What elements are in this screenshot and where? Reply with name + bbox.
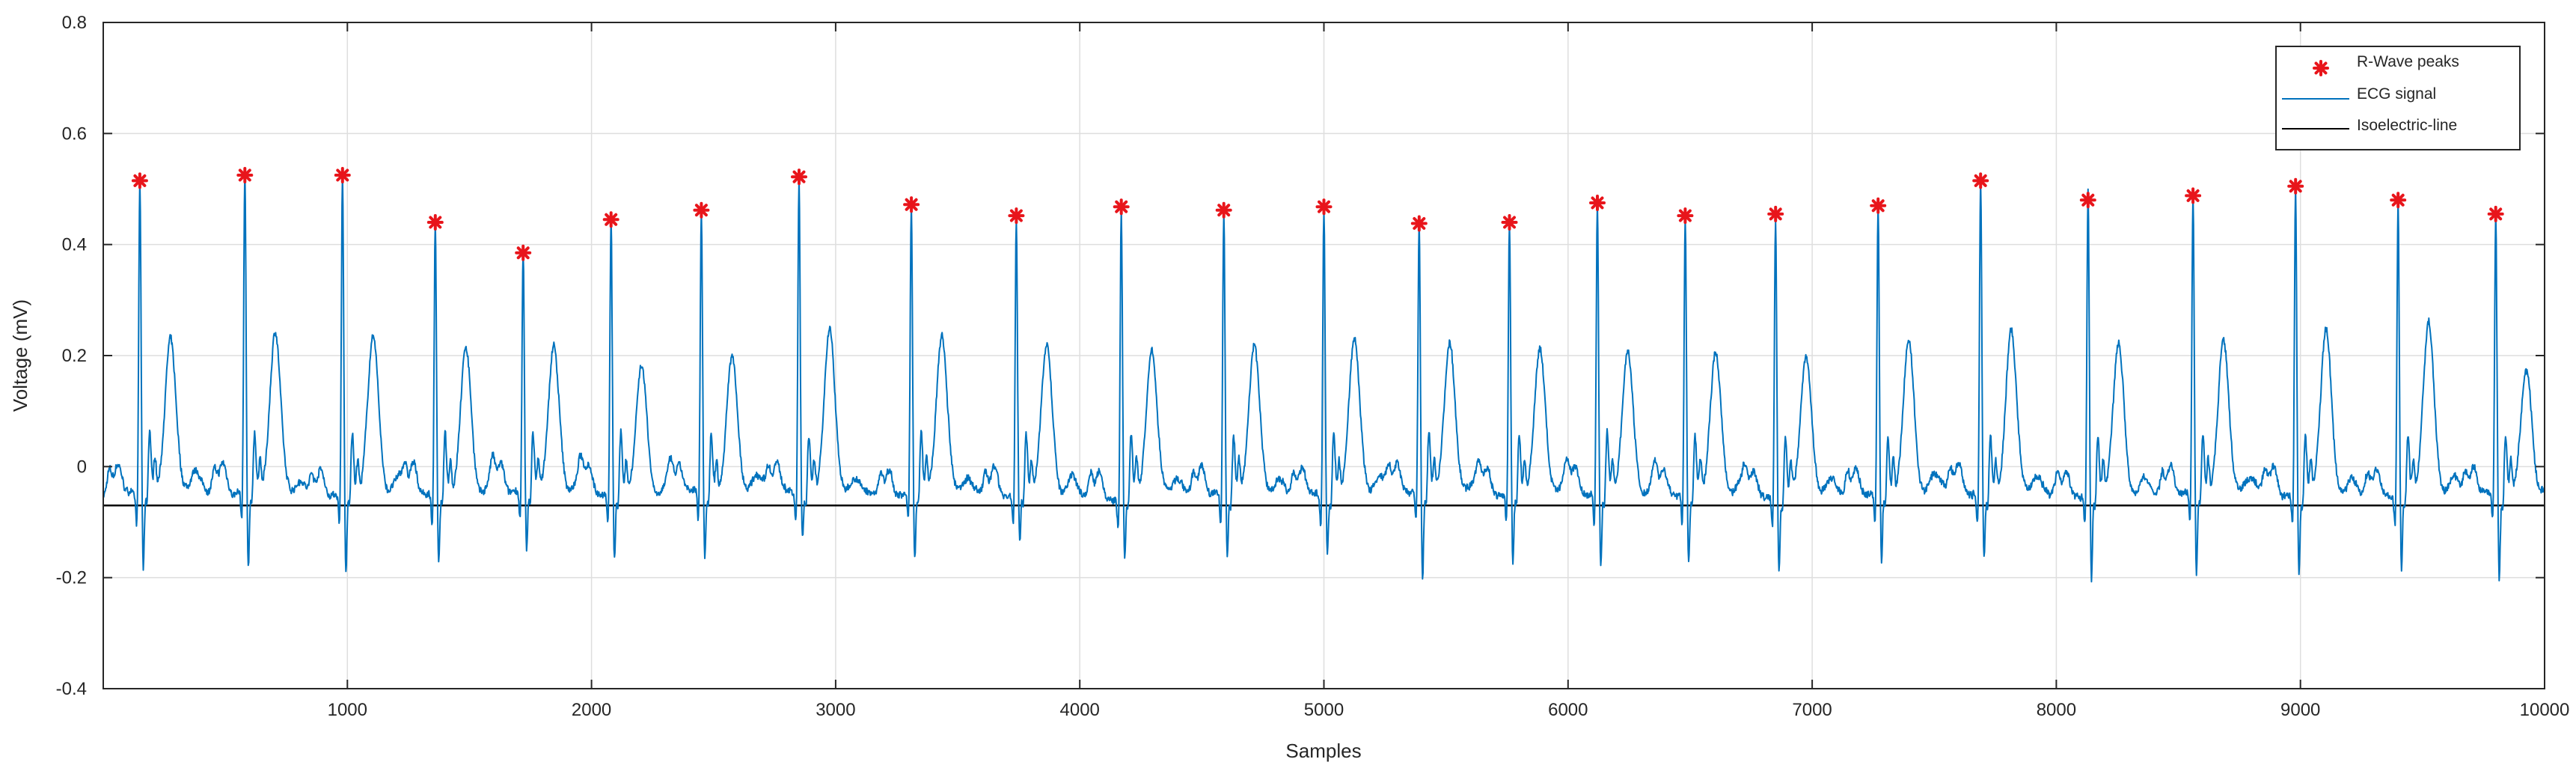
x-tick-label: 6000 [1548,700,1588,720]
r-wave-peak-marker [1589,195,1606,211]
r-wave-peak-marker [602,211,619,228]
y-axis-label: Voltage (mV) [9,299,31,412]
r-wave-peak-marker [334,167,351,183]
r-wave-peak-marker [791,168,807,186]
x-tick-label: 4000 [1060,700,1100,720]
x-axis-ticks: 1000 2000 3000 4000 5000 6000 7000 8000 9000 1000… [328,22,2570,720]
x-tick-label: 9000 [2280,700,2320,720]
r-wave-peak-marker [236,167,254,183]
r-wave-peak-marker [2185,187,2202,204]
r-wave-peak-marker [1113,198,1130,216]
r-wave-peak-marker [1972,172,1989,189]
x-tick-label: 5000 [1304,700,1344,720]
y-tick-label: -0.2 [56,568,87,588]
x-tick-label: 7000 [1792,700,1832,720]
x-tick-label: 8000 [2037,700,2076,720]
r-wave-peak-marker [2487,205,2504,222]
r-wave-peak-marker [1767,205,1784,222]
r-wave-peak-marker [693,201,710,219]
y-tick-label: 0 [77,457,87,477]
x-tick-label: 2000 [572,700,611,720]
r-wave-peak-marker [1315,198,1333,216]
r-wave-peak-marker [1870,197,1887,214]
y-tick-label: 0.4 [62,235,87,255]
r-wave-peak-marker [131,172,148,189]
legend-label-ecg-signal: ECG signal [2357,85,2436,103]
x-tick-label: 3000 [816,700,855,720]
legend-label-isoelectric-line: Isoelectric-line [2357,117,2457,134]
r-wave-peak-marker [426,214,444,231]
y-tick-label: 0.8 [62,13,87,33]
x-tick-label: 1000 [328,700,367,720]
y-tick-label: -0.4 [56,679,87,699]
x-axis-label: Samples [1285,740,1361,762]
y-axis-ticks: -0.4 -0.2 0 0.2 0.4 0.6 0.8 [56,13,2545,699]
r-wave-peak-marker [2079,192,2096,209]
x-tick-label: 10000 [2520,700,2570,720]
y-tick-label: 0.6 [62,124,87,144]
r-wave-peaks-layer [131,167,2504,261]
r-wave-peak-marker [1677,207,1694,225]
r-wave-peak-marker [903,196,920,213]
r-wave-peak-marker [1501,214,1518,231]
legend-peaks-marker-icon [2313,60,2329,76]
r-wave-peak-marker [2390,192,2407,209]
r-wave-peak-marker [515,244,532,261]
y-tick-label: 0.2 [62,346,87,366]
legend-label-r-wave-peaks: R-Wave peaks [2357,53,2459,70]
r-wave-peak-marker [1410,215,1428,232]
r-wave-peak-marker [1008,207,1025,225]
legend: R-Wave peaks ECG signal Isoelectric-line [2275,46,2521,150]
r-wave-peak-marker [2287,177,2304,195]
r-wave-peak-marker [1215,201,1232,219]
